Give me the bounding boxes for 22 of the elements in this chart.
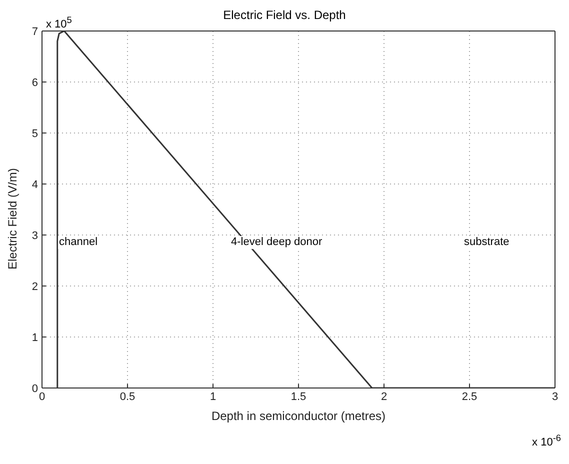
x-tick-label: 1 — [210, 390, 216, 403]
annotation: channel — [58, 236, 99, 249]
y-tick-label: 6 — [32, 76, 38, 89]
x-tick-label: 0.5 — [120, 390, 136, 403]
y-tick-label: 2 — [32, 280, 38, 293]
x-axis-title: Depth in semiconductor (metres) — [211, 409, 386, 423]
text: x 10$^{5}$ — [46, 14, 72, 32]
y-tick-label: 4 — [32, 178, 38, 191]
x-tick-label: 2 — [380, 390, 388, 403]
y-tick-label: 3 — [32, 230, 38, 242]
annotation: 4-level deep donor — [230, 236, 324, 249]
chart-title: Electric Field vs. Depth — [223, 8, 346, 22]
annotation: substrate — [463, 236, 510, 249]
y-tick-label: 1 — [32, 332, 38, 344]
x-tick-label: 2.5 — [462, 390, 478, 403]
y-axis-title: Electric Field (V/m) — [5, 168, 20, 270]
text: x 10$^{-6}$ — [532, 432, 561, 450]
y-tick-label: 0 — [32, 382, 38, 395]
y-tick-label: 5 — [32, 128, 38, 140]
y-tick-label: 7 — [32, 26, 38, 38]
x-tick-label: 1.5 — [290, 390, 306, 403]
x-tick-label: 3 — [552, 390, 558, 403]
